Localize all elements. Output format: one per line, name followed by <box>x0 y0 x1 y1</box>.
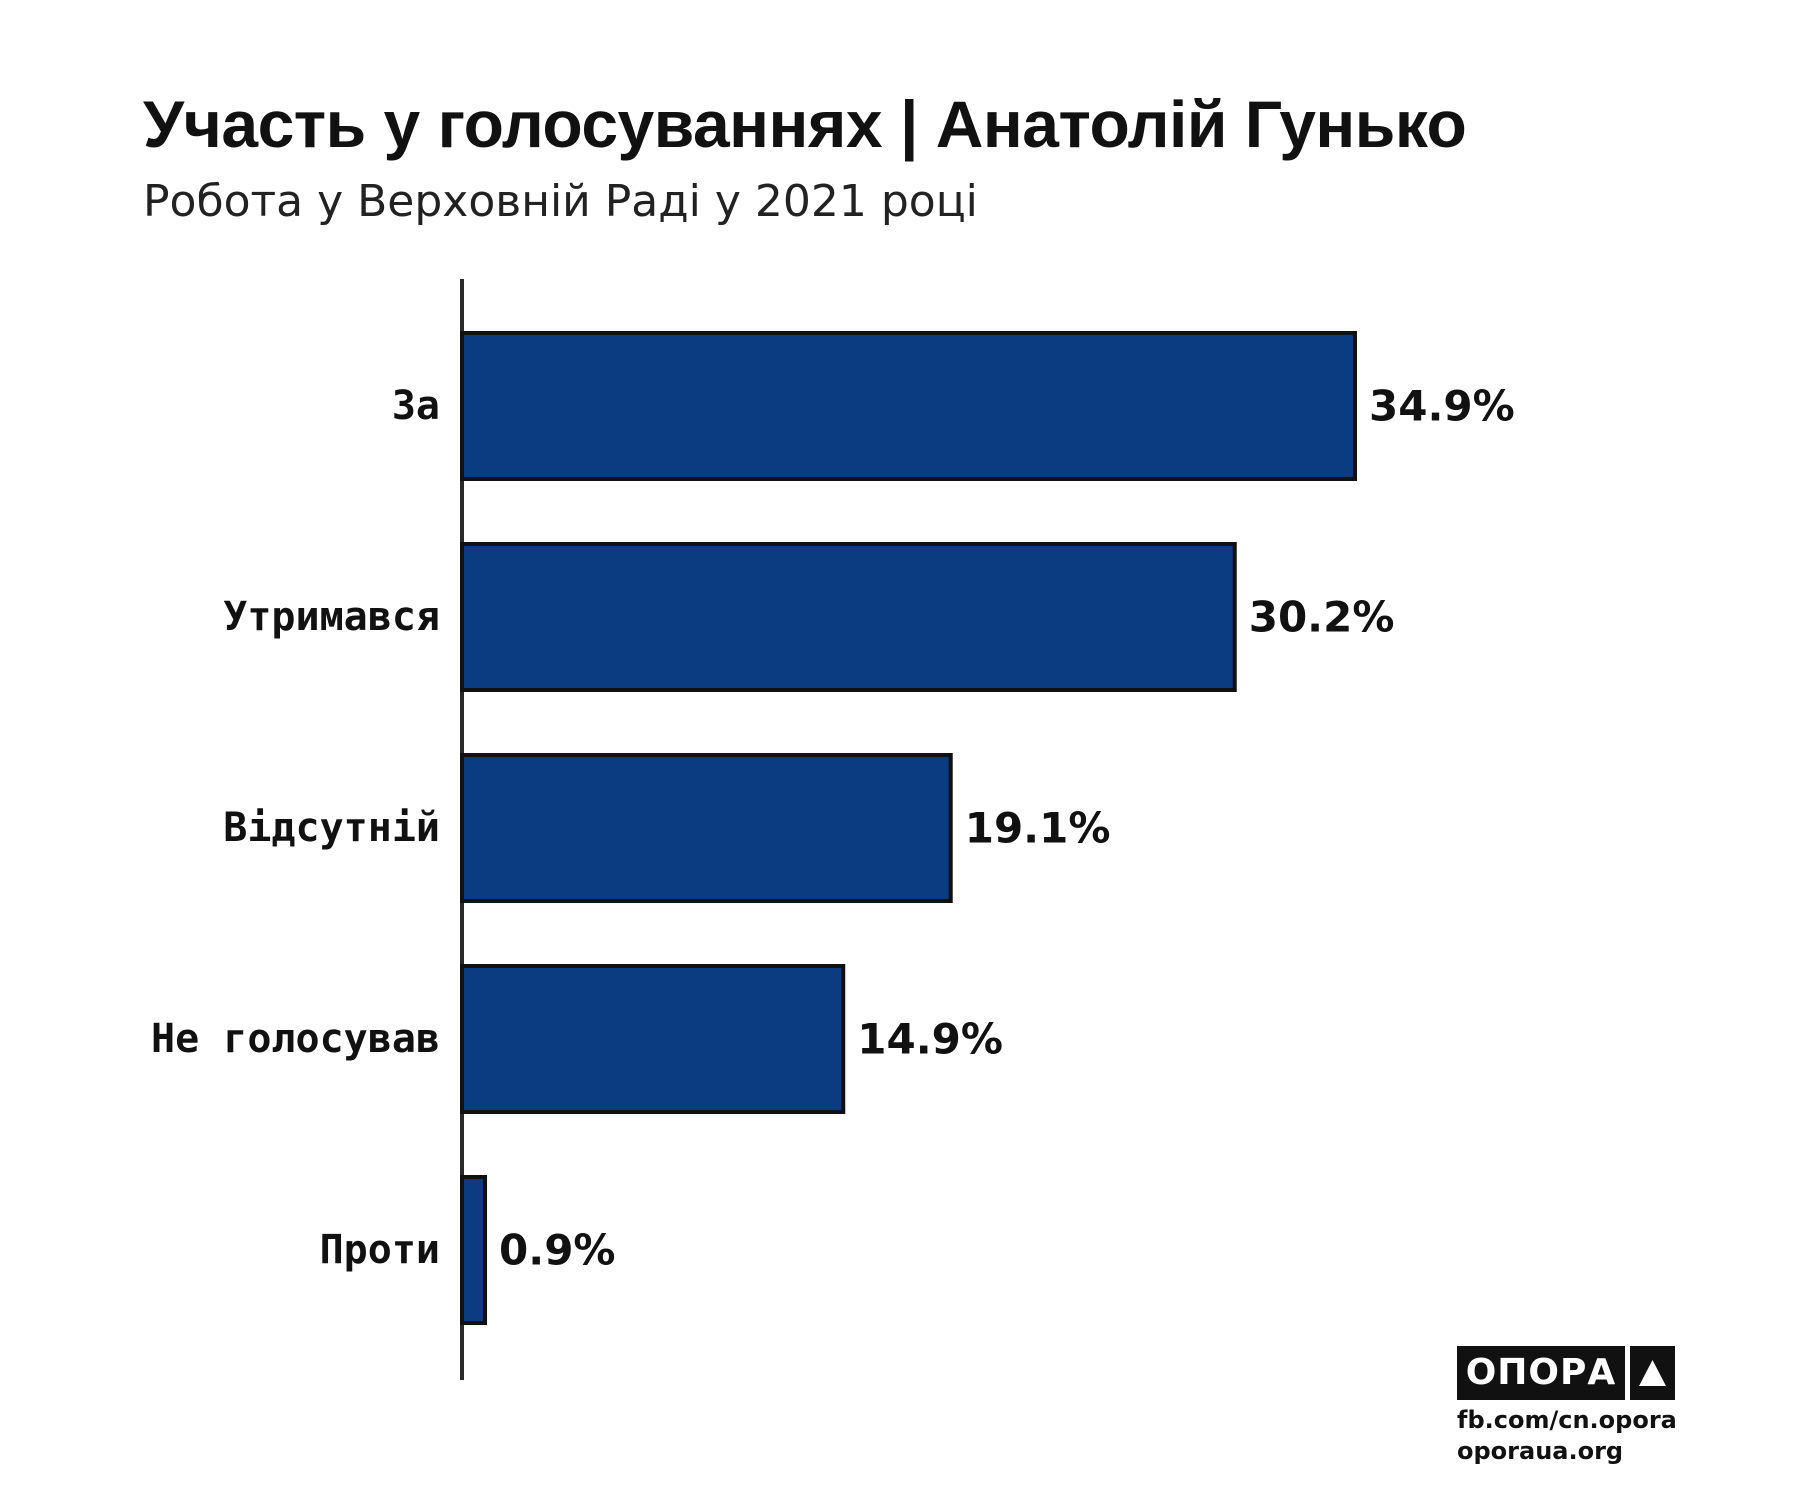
value-label-2: 30.2% <box>1249 593 1395 642</box>
source-links: fb.com/cn.opora oporaua.org <box>1457 1405 1677 1467</box>
value-label-3: 19.1% <box>965 804 1111 853</box>
triangle-icon <box>1630 1346 1675 1400</box>
facebook-link[interactable]: fb.com/cn.opora <box>1457 1406 1677 1434</box>
logo-wordmark: ОПОРА <box>1457 1346 1625 1400</box>
chart-subtitle: Робота у Верховній Раді у 2021 році <box>143 176 978 227</box>
opora-logo: ОПОРА <box>1457 1346 1675 1400</box>
bar-5 <box>460 1175 488 1325</box>
category-label-3: Відсутній <box>223 805 440 851</box>
category-label-5: Проти <box>320 1227 440 1273</box>
category-label-2: Утримався <box>223 594 440 640</box>
bar-2 <box>460 542 1237 692</box>
category-label-4: Не голосував <box>151 1016 440 1062</box>
value-label-5: 0.9% <box>499 1226 615 1275</box>
bars-group: За 34.9% Утримався 30.2% Відсутній 19.1% Не го… <box>151 331 1515 1325</box>
chart-title: Участь у голосуваннях | Анатолій Гунько <box>143 87 1467 161</box>
bar-3 <box>460 753 953 903</box>
value-label-4: 14.9% <box>857 1015 1003 1064</box>
category-label-1: За <box>392 383 440 429</box>
bar-1 <box>460 331 1357 481</box>
value-label-1: 34.9% <box>1369 382 1515 431</box>
bar-4 <box>460 964 846 1114</box>
website-link[interactable]: oporaua.org <box>1457 1437 1624 1465</box>
